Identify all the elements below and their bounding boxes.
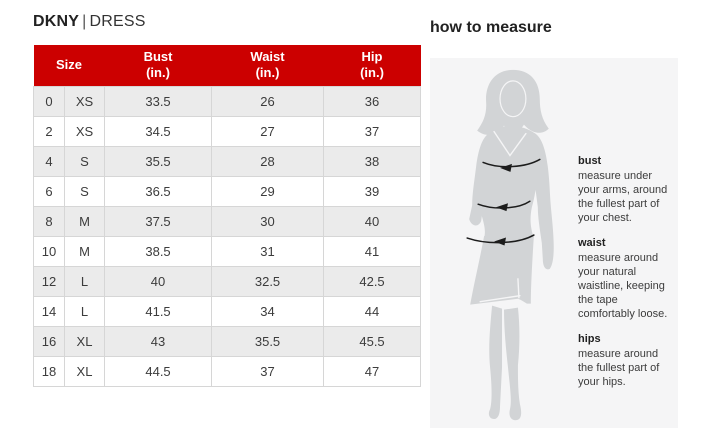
product-title: DKNY | DRESS [33,13,423,31]
col-header-waist: Waist (in.) [211,45,324,86]
bust-cell: 34.5 [104,115,213,147]
table-row: 0 XS 33.5 26 36 [33,85,422,117]
size-label-cell: XS [63,115,106,147]
size-label-cell: XS [63,85,106,117]
title-separator: | [82,13,87,30]
bust-label: bust [578,155,602,167]
bust-cell: 43 [104,325,213,357]
bust-cell: 44.5 [104,355,213,387]
bust-measure-arrow [482,158,541,168]
table-row: 14 L 41.5 34 44 [33,295,422,327]
size-num-cell: 10 [33,235,65,267]
table-row: 4 S 35.5 28 38 [33,145,422,177]
size-label-cell: S [63,145,106,177]
hips-label: hips [578,333,601,345]
waist-cell: 32.5 [211,265,325,297]
product-type: DRESS [89,13,146,30]
hip-arrowhead-icon [494,237,506,246]
bust-cell: 35.5 [104,145,213,177]
size-num-cell: 14 [33,295,65,327]
hips-description: measure around the fullest part of your … [578,348,660,388]
woman-silhouette-icon [466,69,554,421]
waist-cell: 34 [211,295,325,327]
col-header-hip: Hip (in.) [323,45,421,86]
waist-cell: 35.5 [211,325,325,357]
table-row: 6 S 36.5 29 39 [33,175,422,207]
waist-cell: 30 [211,205,325,237]
size-num-cell: 8 [33,205,65,237]
table-row: 10 M 38.5 31 41 [33,235,422,267]
table-row: 8 M 37.5 30 40 [33,205,422,237]
hip-cell: 40 [323,205,422,237]
size-label-cell: L [63,265,106,297]
size-num-cell: 0 [33,85,65,117]
col-header-bust: Bust (in.) [104,45,212,86]
size-num-cell: 6 [33,175,65,207]
hips-instruction: hips measure around the fullest part of … [578,333,670,389]
size-chart-header: Size Bust (in.) Waist (in.) Hip (in.) [33,45,421,86]
size-chart-table: Size Bust (in.) Waist (in.) Hip (in.) 0 XS … [33,45,422,387]
hip-cell: 41 [323,235,422,267]
size-num-cell: 2 [33,115,65,147]
bust-cell: 37.5 [104,205,213,237]
waist-cell: 31 [211,235,325,267]
size-num-cell: 18 [33,355,65,387]
table-row: 12 L 40 32.5 42.5 [33,265,422,297]
how-to-measure-title: how to measure [430,19,552,36]
size-label-cell: XL [63,325,106,357]
measurement-figure-illustration [430,58,580,428]
bust-description: measure under your arms, around the full… [578,170,668,224]
size-num-cell: 16 [33,325,65,357]
size-chart-body: 0 XS 33.5 26 36 2 XS 34.5 27 37 4 S 35.5… [33,85,422,387]
table-row: 2 XS 34.5 27 37 [33,115,422,147]
waist-cell: 28 [211,145,325,177]
table-row: 16 XL 43 35.5 45.5 [33,325,422,357]
size-label-cell: S [63,175,106,207]
hip-cell: 37 [323,115,422,147]
waist-cell: 27 [211,115,325,147]
bust-cell: 41.5 [104,295,213,327]
size-num-cell: 4 [33,145,65,177]
bust-cell: 36.5 [104,175,213,207]
size-label-cell: M [63,205,106,237]
bust-arrowhead-icon [500,163,512,172]
size-chart-section: DKNY | DRESS Size Bust (in.) Waist (in.) Hip… [33,13,423,387]
waist-label: waist [578,237,606,249]
table-row: 18 XL 44.5 37 47 [33,355,422,387]
bust-instruction: bust measure under your arms, around the… [578,155,670,225]
waist-description: measure around your natural waistline, k… [578,252,668,320]
col-header-size: Size [33,45,105,86]
waist-cell: 26 [211,85,325,117]
bust-cell: 38.5 [104,235,213,267]
hip-cell: 36 [323,85,422,117]
hip-cell: 44 [323,295,422,327]
how-to-measure-section: how to measure [430,19,678,428]
brand-name: DKNY [33,13,80,30]
hip-cell: 42.5 [323,265,422,297]
hip-cell: 39 [323,175,422,207]
waist-cell: 29 [211,175,325,207]
size-label-cell: M [63,235,106,267]
bust-cell: 33.5 [104,85,213,117]
hip-cell: 47 [323,355,422,387]
waist-arrowhead-icon [496,203,508,212]
hip-cell: 45.5 [323,325,422,357]
size-label-cell: XL [63,355,106,387]
size-num-cell: 12 [33,265,65,297]
waist-instruction: waist measure around your natural waistl… [578,237,670,321]
hip-cell: 38 [323,145,422,177]
bust-cell: 40 [104,265,213,297]
waist-cell: 37 [211,355,325,387]
measure-instructions: bust measure under your arms, around the… [578,155,670,401]
measure-panel: bust measure under your arms, around the… [430,58,678,428]
size-label-cell: L [63,295,106,327]
